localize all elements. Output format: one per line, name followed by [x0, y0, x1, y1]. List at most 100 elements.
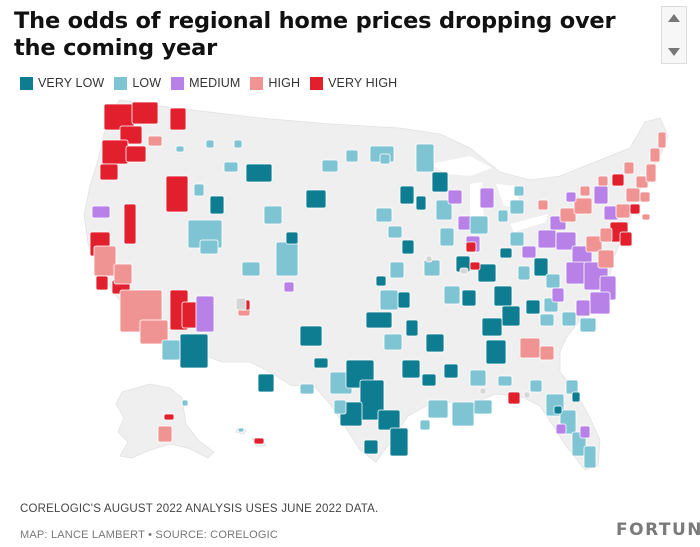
metro-area [283, 281, 295, 293]
legend-item-very-low: VERY LOW [20, 76, 104, 90]
metro-area [363, 439, 379, 455]
metro-area [119, 125, 143, 145]
metro-area [209, 195, 225, 215]
metro-area [161, 339, 181, 361]
metro-area [113, 263, 133, 285]
metro-area [257, 373, 275, 393]
metro-area [499, 247, 513, 259]
metro-area [383, 333, 403, 351]
metro-area [523, 391, 531, 399]
metro-area [485, 339, 507, 365]
metro-area [529, 379, 543, 393]
metro-area [389, 261, 405, 279]
metro-area [481, 317, 503, 337]
metro-area [415, 143, 435, 173]
metro-area [507, 391, 521, 405]
metro-area [147, 135, 163, 147]
metro-area [93, 245, 117, 277]
metro-area [305, 189, 327, 209]
metro-area [139, 319, 169, 345]
metro-area [579, 185, 591, 197]
legend-swatch [171, 76, 185, 90]
metro-area [359, 379, 385, 421]
metro-area [299, 325, 323, 347]
lake-erie [510, 214, 548, 232]
metro-area [575, 299, 591, 317]
metro-area [625, 187, 641, 203]
metro-area [223, 161, 239, 173]
metro-area [559, 207, 577, 223]
metro-area [545, 273, 561, 289]
metro-area [619, 231, 633, 247]
legend-label: HIGH [268, 76, 301, 90]
metro-area [641, 213, 651, 221]
credit: MAP: LANCE LAMBERT • SOURCE: CORELOGIC [20, 529, 278, 541]
metro-area [555, 423, 567, 435]
metro-area [245, 163, 273, 183]
metro-area [233, 139, 243, 149]
metro-area [333, 399, 347, 415]
metro-area [235, 297, 247, 311]
metro-area [375, 207, 393, 223]
metro-area [573, 197, 593, 215]
legend-item-high: HIGH [250, 76, 300, 90]
metro-area [285, 231, 299, 245]
metro-area [599, 227, 613, 243]
metro-area [519, 337, 541, 359]
legend-swatch [114, 76, 128, 90]
metro-area [509, 199, 525, 215]
metro-area [537, 199, 549, 211]
scroll-control[interactable] [661, 6, 687, 64]
metro-area [241, 261, 261, 277]
alaska-land [115, 383, 215, 459]
metro-area [299, 383, 315, 395]
metro-area [237, 427, 245, 433]
metro-area [657, 131, 667, 149]
metro-area [555, 231, 577, 251]
metro-area [313, 357, 329, 369]
metro-area [427, 399, 449, 419]
metro-area [469, 261, 481, 271]
metro-area [465, 241, 477, 253]
metro-area [479, 387, 487, 395]
metro-area [501, 305, 521, 327]
legend-label: VERY LOW [38, 76, 105, 90]
metro-area [509, 231, 525, 247]
metro-areas [89, 101, 667, 469]
metro-area [375, 275, 387, 287]
metro-area [365, 311, 393, 329]
legend-item-very-high: VERY HIGH [310, 76, 397, 90]
metro-area [585, 235, 603, 253]
metro-area [379, 153, 391, 165]
metro-area [473, 399, 493, 415]
metro-area [163, 413, 175, 421]
metro-area [435, 199, 453, 221]
metro-area [443, 363, 459, 379]
metro-area [405, 319, 419, 337]
metro-area [379, 289, 399, 311]
metro-area [593, 185, 609, 205]
metro-area [639, 191, 651, 203]
metro-area [561, 311, 577, 327]
metro-area [597, 249, 615, 269]
metro-area [583, 445, 597, 469]
metro-area [451, 401, 475, 427]
metro-area [461, 289, 477, 307]
metro-area [377, 409, 401, 431]
metro-area [387, 225, 403, 239]
metro-area [389, 427, 409, 457]
map-title: The odds of regional home prices droppin… [14, 8, 616, 61]
metro-area [615, 203, 631, 219]
footnote: CORELOGIC'S AUGUST 2022 ANALYSIS USES JU… [20, 503, 379, 515]
metro-area [175, 145, 185, 153]
metro-area [537, 229, 557, 249]
metro-area [401, 359, 421, 379]
metro-area [551, 287, 565, 303]
scroll-down-icon[interactable] [668, 48, 680, 56]
scroll-up-icon[interactable] [668, 14, 680, 22]
metro-area [195, 295, 215, 333]
metro-area [399, 185, 415, 205]
metro-area [415, 195, 427, 211]
metro-area [193, 183, 205, 197]
us-map [83, 99, 669, 471]
